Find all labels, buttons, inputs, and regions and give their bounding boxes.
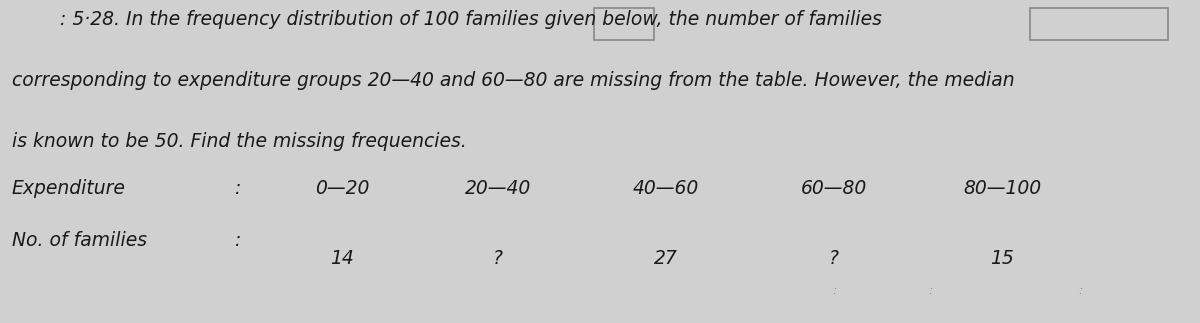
Text: :: :	[928, 284, 932, 297]
Text: ?: ?	[829, 249, 839, 268]
Text: 0—20: 0—20	[314, 179, 370, 198]
Text: 60—80: 60—80	[800, 179, 868, 198]
Text: 20—40: 20—40	[464, 179, 532, 198]
Text: 14: 14	[330, 249, 354, 268]
Text: No. of families: No. of families	[12, 231, 148, 250]
Text: :: :	[234, 179, 240, 198]
Text: :: :	[234, 231, 240, 250]
Text: 15: 15	[990, 249, 1014, 268]
Text: corresponding to expenditure groups 20—40 and 60—80 are missing from the table. : corresponding to expenditure groups 20—4…	[12, 71, 1015, 90]
Text: 80—100: 80—100	[962, 179, 1042, 198]
Text: : 5·28. In the frequency distribution of 100 families given below, the number of: : 5·28. In the frequency distribution of…	[60, 10, 882, 29]
Text: Expenditure: Expenditure	[12, 179, 126, 198]
Text: 27: 27	[654, 249, 678, 268]
Text: 40—60: 40—60	[632, 179, 700, 198]
Text: ?: ?	[493, 249, 503, 268]
Text: is known to be 50. Find the missing frequencies.: is known to be 50. Find the missing freq…	[12, 132, 467, 151]
Bar	[1030, 8, 1168, 40]
Text: :: :	[832, 284, 836, 297]
Text: :: :	[1078, 284, 1082, 297]
Bar	[594, 8, 654, 40]
